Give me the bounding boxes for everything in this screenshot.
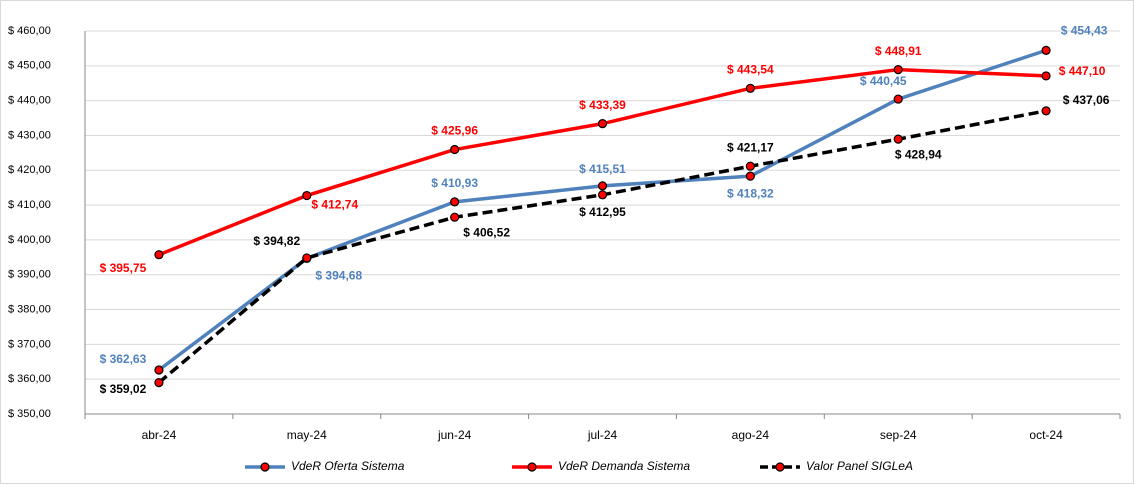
data-point bbox=[1041, 106, 1051, 116]
x-tick-label: may-24 bbox=[287, 428, 327, 442]
y-tick-label: $ 360,00 bbox=[8, 373, 51, 385]
data-label: $ 428,94 bbox=[895, 147, 942, 161]
data-label: $ 448,91 bbox=[875, 44, 922, 58]
data-label: $ 394,82 bbox=[253, 234, 300, 248]
legend-label: Valor Panel SIGLeA bbox=[806, 459, 913, 473]
data-point bbox=[745, 161, 755, 171]
data-point bbox=[154, 250, 164, 260]
data-label: $ 395,75 bbox=[100, 261, 147, 275]
y-tick-label: $ 450,00 bbox=[8, 60, 51, 72]
data-point bbox=[450, 197, 460, 207]
data-label: $ 412,74 bbox=[311, 198, 358, 212]
data-point bbox=[597, 190, 608, 200]
data-label: $ 447,10 bbox=[1059, 64, 1106, 78]
data-label: $ 410,93 bbox=[431, 176, 478, 190]
data-label: $ 433,39 bbox=[579, 98, 626, 112]
y-tick-label: $ 390,00 bbox=[8, 269, 51, 281]
data-point bbox=[154, 377, 164, 388]
data-point bbox=[154, 365, 164, 375]
x-tick-label: sep-24 bbox=[880, 428, 917, 442]
y-tick-label: $ 430,00 bbox=[8, 129, 51, 141]
x-tick-label: ago-24 bbox=[732, 428, 770, 442]
data-point bbox=[450, 144, 460, 155]
y-tick-label: $ 420,00 bbox=[8, 164, 51, 176]
legend-marker bbox=[527, 462, 537, 472]
legend-marker bbox=[775, 462, 785, 472]
data-point bbox=[597, 181, 608, 191]
x-tick-label: jun-24 bbox=[437, 428, 472, 442]
data-label: $ 440,45 bbox=[860, 74, 907, 88]
data-label: $ 443,54 bbox=[727, 62, 774, 76]
data-label: $ 394,68 bbox=[315, 269, 362, 283]
y-tick-label: $ 370,00 bbox=[8, 338, 51, 350]
data-label: $ 415,51 bbox=[579, 162, 626, 176]
x-tick-label: jul-24 bbox=[587, 428, 618, 442]
data-point bbox=[745, 171, 755, 181]
data-point bbox=[597, 119, 608, 129]
data-point bbox=[1041, 71, 1051, 81]
data-point bbox=[745, 83, 755, 93]
x-tick-label: abr-24 bbox=[142, 428, 177, 442]
y-tick-label: $ 350,00 bbox=[8, 408, 51, 420]
data-label: $ 406,52 bbox=[463, 225, 510, 239]
x-tick-label: oct-24 bbox=[1029, 428, 1063, 442]
legend-label: VdeR Oferta Sistema bbox=[291, 459, 405, 473]
data-label: $ 425,96 bbox=[431, 124, 478, 138]
data-label: $ 362,63 bbox=[100, 352, 147, 366]
data-point bbox=[893, 134, 903, 144]
y-tick-label: $ 400,00 bbox=[8, 234, 51, 246]
y-tick-label: $ 460,00 bbox=[8, 25, 51, 37]
y-tick-label: $ 410,00 bbox=[8, 199, 51, 211]
data-label: $ 421,17 bbox=[727, 140, 774, 154]
data-point bbox=[893, 65, 903, 75]
data-point bbox=[893, 94, 903, 104]
data-label: $ 437,06 bbox=[1063, 93, 1110, 107]
data-point bbox=[302, 253, 312, 263]
y-tick-label: $ 380,00 bbox=[8, 303, 51, 315]
data-point bbox=[450, 212, 460, 222]
data-label: $ 412,95 bbox=[579, 205, 626, 219]
data-label: $ 359,02 bbox=[100, 382, 147, 396]
legend-marker bbox=[260, 462, 270, 472]
data-label: $ 418,32 bbox=[727, 186, 774, 200]
data-point bbox=[1041, 45, 1051, 55]
data-label: $ 454,43 bbox=[1061, 24, 1108, 38]
legend-label: VdeR Demanda Sistema bbox=[558, 459, 690, 473]
data-point bbox=[302, 190, 312, 201]
y-tick-label: $ 440,00 bbox=[8, 95, 51, 107]
